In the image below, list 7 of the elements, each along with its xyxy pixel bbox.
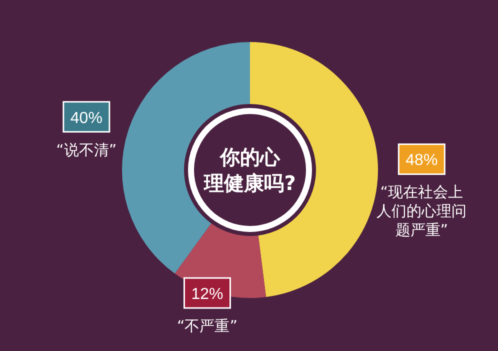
text: 你的心理健康吗? [203, 145, 296, 195]
slice-label: “现在社会上人们的心理问题严重” [376, 183, 467, 240]
slice-label: “不严重” [176, 317, 238, 335]
data-label: 48% [406, 152, 438, 170]
data-label: 40% [70, 110, 102, 127]
data-label: 12% [191, 286, 224, 303]
slice-label: “说不清” [56, 140, 117, 159]
